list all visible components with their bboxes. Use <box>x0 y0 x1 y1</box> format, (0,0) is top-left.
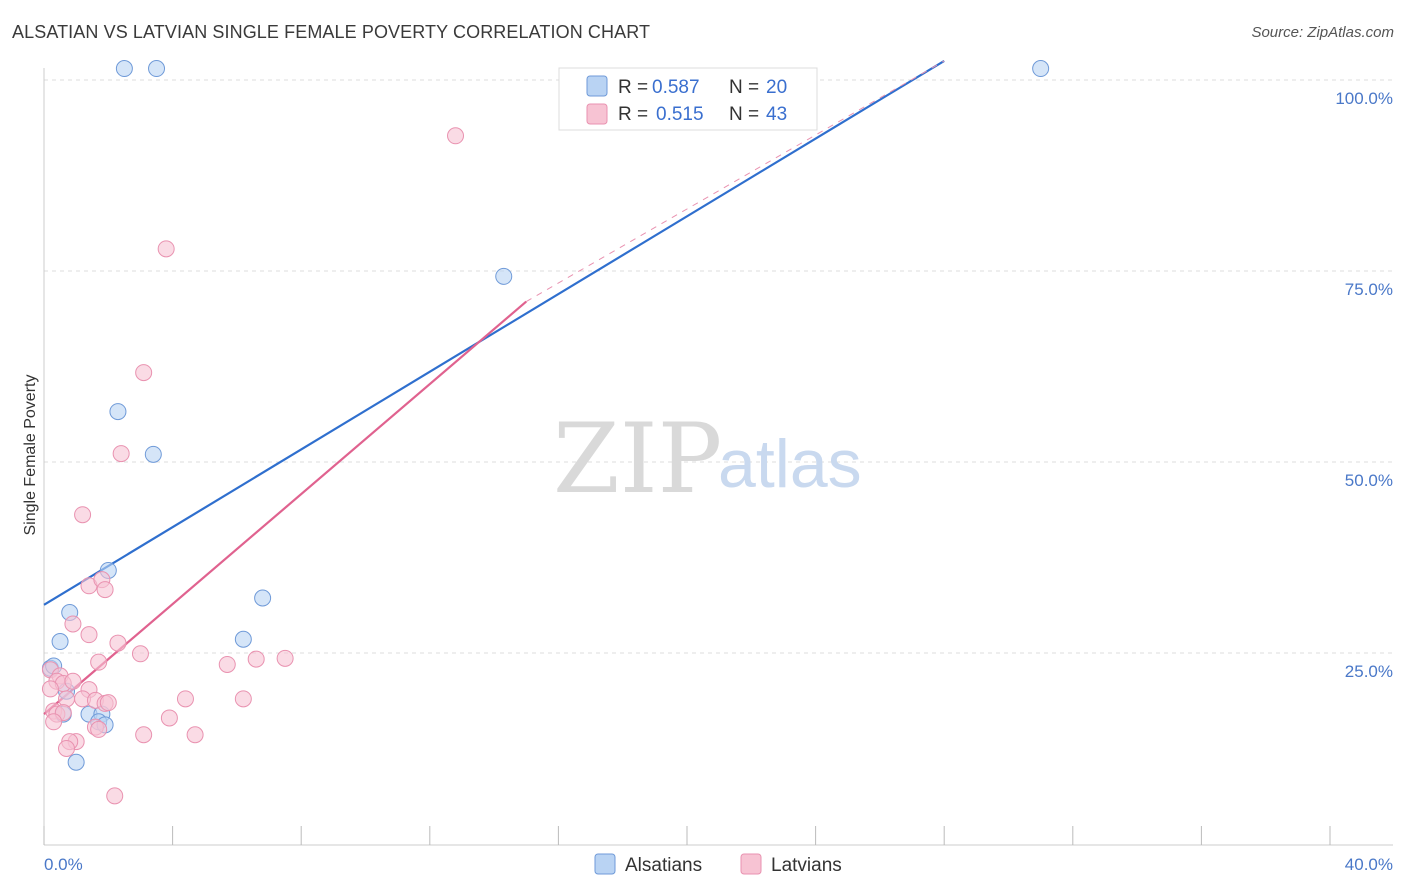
source-label: Source: ZipAtlas.com <box>1251 24 1394 41</box>
bottom-legend-alsatians: Alsatians <box>625 855 702 876</box>
latvians-point <box>45 713 63 731</box>
legend-n-value-alsatians: 20 <box>766 77 787 98</box>
x-tick-min: 0.0% <box>44 855 83 874</box>
bottom-legend-latvians: Latvians <box>771 855 842 876</box>
latvians-point <box>80 626 98 644</box>
y-tick-label: 50.0% <box>1345 471 1393 490</box>
latvians-point <box>247 650 265 668</box>
legend: R = 0.587 N = 20 R = 0.515 N = 43 <box>558 67 818 131</box>
latvians-points <box>41 127 465 805</box>
latvians-point <box>58 740 76 757</box>
legend-r-value-alsatians: 0.587 <box>652 77 700 98</box>
legend-n-value-latvians: 43 <box>766 104 787 125</box>
bottom-legend: Alsatians Latvians <box>594 853 842 876</box>
latvians-point <box>131 645 149 663</box>
latvians-point <box>41 680 59 698</box>
latvians-point <box>218 655 236 673</box>
trend-lines <box>43 59 945 715</box>
latvians-point <box>157 240 175 258</box>
legend-r-label-alsatians: R = <box>618 77 648 98</box>
latvians-point <box>135 364 153 382</box>
latvians-point <box>99 694 117 712</box>
trend-line-latvians-extension <box>526 60 945 302</box>
latvians-point <box>160 709 178 727</box>
latvians-point <box>176 690 194 708</box>
latvians-point <box>234 690 252 708</box>
y-tick-label: 75.0% <box>1345 280 1393 299</box>
grid <box>44 79 1393 654</box>
alsatians-point <box>148 60 166 78</box>
legend-n-label-alsatians: N = <box>729 77 759 98</box>
y-axis-label: Single Female Poverty <box>22 375 39 536</box>
watermark-atlas: atlas <box>718 426 862 502</box>
latvians-point <box>74 506 92 524</box>
bottom-legend-swatch-latvians <box>740 853 762 875</box>
latvians-point <box>90 653 108 671</box>
alsatians-points <box>41 60 1050 771</box>
trend-line-alsatians <box>43 59 945 606</box>
legend-swatch-alsatians <box>586 75 608 97</box>
latvians-point <box>135 726 153 744</box>
latvians-point <box>276 649 294 667</box>
latvians-point <box>112 445 130 463</box>
latvians-point <box>109 634 127 652</box>
latvians-point <box>447 127 465 145</box>
legend-swatch-latvians <box>586 103 608 125</box>
alsatians-point <box>234 630 252 648</box>
x-tick-max: 40.0% <box>1345 855 1393 874</box>
y-tick-labels: 25.0% 50.0% 75.0% 100.0% <box>1335 89 1393 681</box>
alsatians-point <box>67 753 85 771</box>
alsatians-point <box>254 589 272 607</box>
alsatians-point <box>495 267 513 285</box>
legend-n-label-latvians: N = <box>729 104 759 125</box>
watermark: ZIP atlas <box>553 403 862 515</box>
y-tick-label: 100.0% <box>1335 89 1393 108</box>
latvians-point <box>90 720 108 738</box>
legend-r-label-latvians: R = <box>618 104 648 125</box>
legend-r-value-latvians: 0.515 <box>656 104 704 125</box>
latvians-point <box>96 581 114 599</box>
alsatians-point <box>144 445 162 463</box>
axes <box>43 68 1393 846</box>
alsatians-point <box>115 60 133 78</box>
bottom-legend-swatch-alsatians <box>594 853 616 875</box>
y-tick-label: 25.0% <box>1345 662 1393 681</box>
latvians-point <box>186 726 204 744</box>
alsatians-point <box>51 633 69 651</box>
latvians-point <box>64 615 82 633</box>
latvians-point <box>64 672 82 690</box>
alsatians-point <box>1032 60 1050 78</box>
latvians-point <box>106 787 124 805</box>
chart-title: ALSATIAN VS LATVIAN SINGLE FEMALE POVERT… <box>12 22 651 42</box>
watermark-zip: ZIP <box>553 403 722 515</box>
alsatians-point <box>109 403 127 421</box>
